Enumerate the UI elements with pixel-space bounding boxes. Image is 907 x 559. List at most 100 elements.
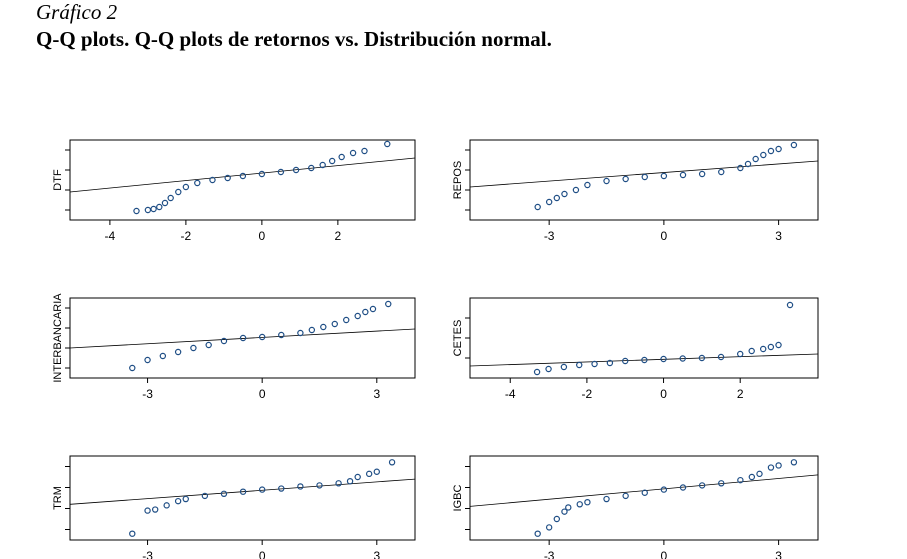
qq-point [775,341,782,349]
caption: Gráfico 2 [36,0,118,24]
qq-point [534,530,541,537]
reference-line [469,353,819,367]
qq-point [258,333,266,341]
qq-point [328,157,336,165]
qq-point [277,168,285,176]
qq-point [534,203,541,211]
qq-point [641,173,648,181]
reference-line [69,328,416,349]
qq-point [560,363,568,371]
qq-point [533,368,541,376]
qq-point [182,495,189,503]
qq-point [603,495,610,503]
qq-point [660,172,668,180]
qq-point [292,166,300,174]
x-tick-label: 0 [660,387,667,401]
qq-point [717,353,725,361]
x-tick-label: 3 [775,229,782,243]
qq-point [369,305,377,313]
x-tick-label: -4 [505,387,516,401]
qq-point [220,337,228,345]
qq-point [354,312,361,320]
qq-point [258,486,266,493]
qq-point [163,502,170,509]
qq-point [308,164,315,172]
heading: Q-Q plots. Q-Q plots de retornos vs. Dis… [36,27,552,51]
x-tick-label: 3 [775,549,782,559]
qq-point [159,352,167,360]
x-tick-label: 2 [335,229,342,243]
qq-point [641,489,648,496]
qq-point [606,359,614,367]
qq-point [161,199,169,207]
qq-point [308,326,316,334]
qq-point [335,480,342,487]
qq-point [129,364,136,372]
qq-point [174,348,182,356]
qq-point [622,175,629,183]
qq-point [767,147,775,155]
qq-point [278,485,285,492]
qq-point [752,155,759,163]
qq-point [239,488,247,495]
qq-point [239,334,247,342]
qq-point [622,492,629,500]
qq-point [737,476,744,484]
reference-line [69,478,416,505]
qq-point [133,207,140,215]
x-tick-label: 3 [373,387,380,401]
qq-point [384,140,391,148]
qq-point [736,350,744,358]
x-tick-label: 0 [259,387,266,401]
qq-point [144,206,152,214]
qq-point [767,464,775,471]
plot-frame [469,455,819,541]
x-tick-label: 0 [259,229,266,243]
qq-point [576,361,583,369]
x-tick-label: -2 [582,387,593,401]
qq-point [545,365,552,373]
qq-point [748,473,756,481]
reference-line [69,157,416,193]
qq-point [338,153,345,161]
qq-point [343,316,350,324]
qq-point [174,497,182,505]
qq-point [591,360,598,368]
qq-point [679,484,687,491]
qq-point [349,149,357,157]
qq-point [698,170,706,178]
qq-point [144,356,151,364]
qq-point [545,198,553,206]
qq-point [239,172,247,180]
x-tick-label: -2 [181,229,192,243]
qq-point [553,194,561,202]
qq-point [224,174,231,182]
qq-point [565,504,572,511]
y-axis-label: CETES [452,320,464,357]
y-axis-label: REPOS [452,161,464,200]
qq-point [354,473,361,481]
qq-point [144,507,151,514]
qq-point [660,355,667,363]
qq-point [760,151,767,159]
qq-point [319,161,326,169]
qq-point [373,468,380,475]
y-axis-label: DTF [52,169,64,191]
qq-point [156,203,163,211]
qq-point [584,499,591,506]
qq-point [385,300,392,308]
qq-point [775,145,782,153]
x-tick-label: -3 [544,549,555,559]
qq-point [790,141,798,149]
qq-point [748,347,755,355]
qq-point [767,343,775,351]
x-tick-label: 0 [661,549,668,559]
qq-point [365,470,373,478]
qq-point [220,490,228,497]
x-tick-label: 0 [661,229,668,243]
qq-point [561,190,568,198]
qq-point [297,483,304,490]
plot-frame [469,297,819,379]
qq-point [718,168,725,176]
